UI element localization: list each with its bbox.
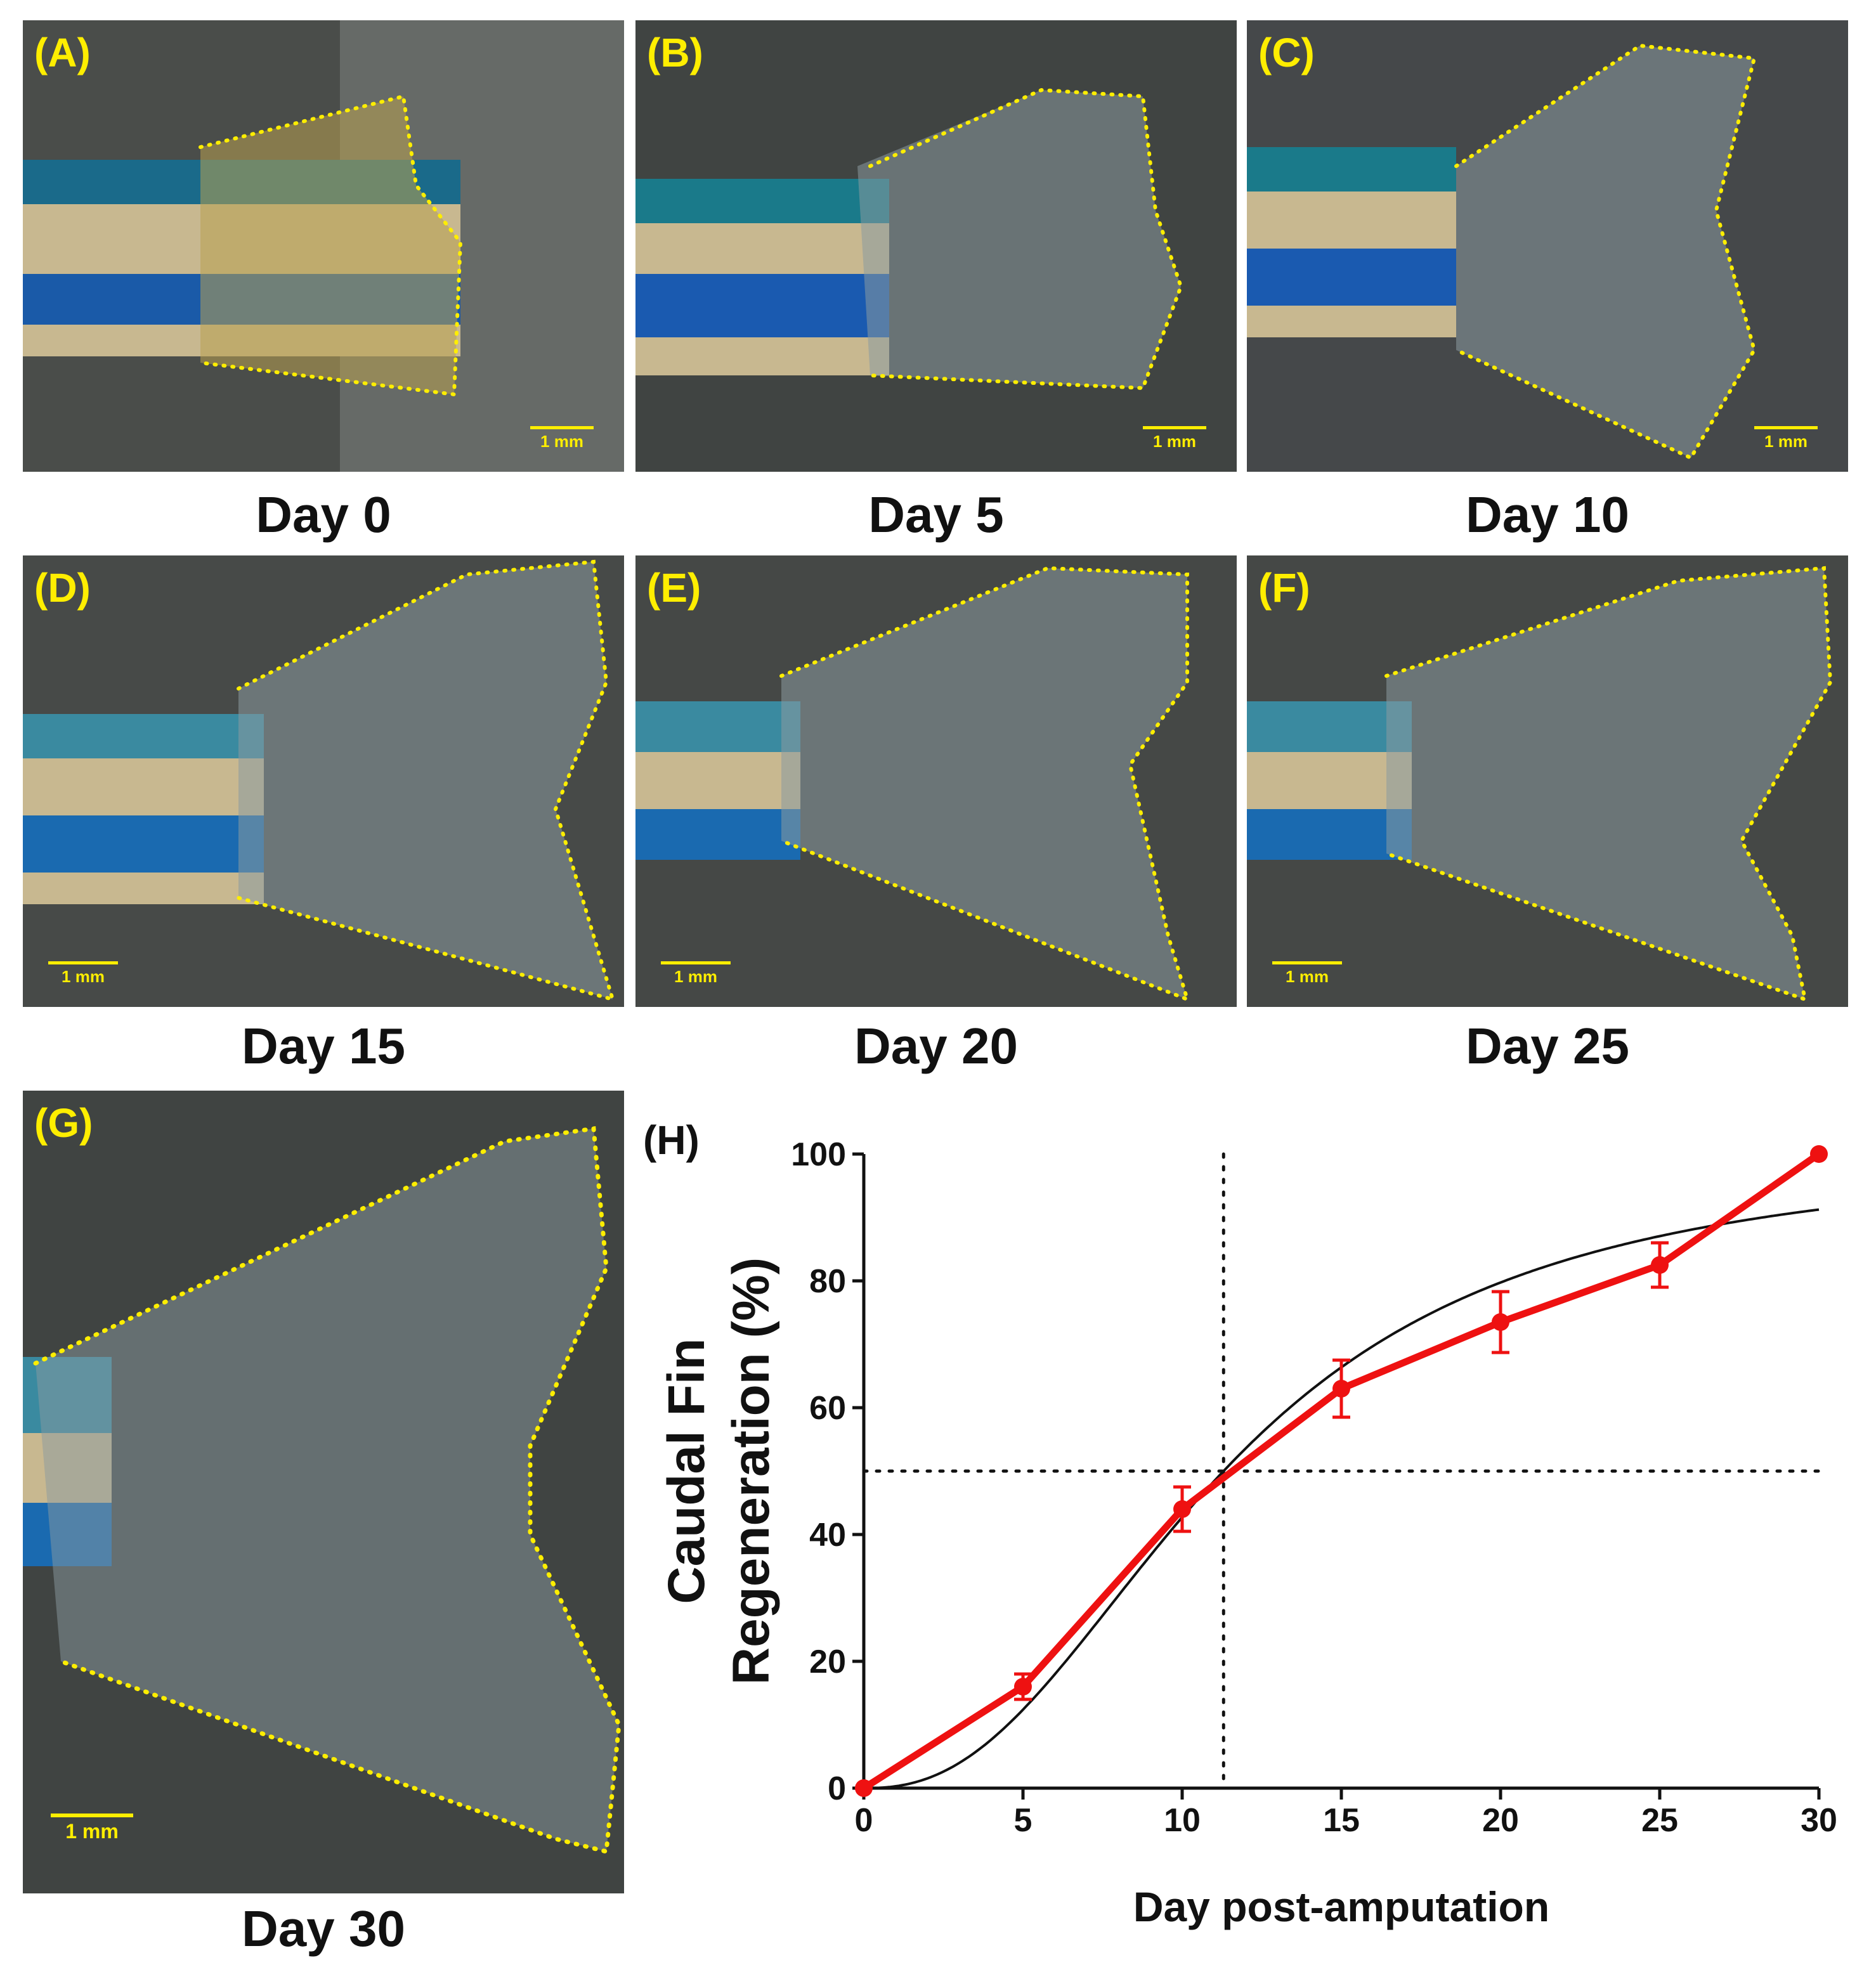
x-tick-label: 0 [855,1802,873,1839]
panel-label: (D) [34,565,91,611]
scale-bar: 1 mm [1272,961,1342,987]
data-point [1332,1380,1350,1398]
panel-caption: Day 15 [242,1018,405,1074]
x-tick-label: 30 [1801,1802,1837,1839]
y-tick-label: 40 [809,1517,846,1554]
fin-photo [23,1091,624,1893]
fin-photo [1247,555,1848,1007]
panel-caption: Day 20 [854,1018,1018,1074]
y-tick-label: 60 [809,1390,846,1427]
data-point [1810,1145,1828,1163]
y-axis-label-line2: Regeneration (%) [722,1257,780,1685]
scale-bar: 1 mm [661,961,731,987]
data-point [1014,1678,1032,1696]
panel-caption: Day 25 [1466,1018,1629,1074]
panel-caption: Day 30 [242,1900,405,1957]
scale-bar: 1 mm [1143,426,1206,451]
photo-panel-day-10: (C) 1 mm [1247,20,1848,472]
y-tick-label: 20 [809,1644,846,1680]
panel-label: (B) [647,30,703,75]
data-point [1173,1500,1191,1518]
x-tick-label: 15 [1323,1802,1360,1839]
panel-label: (C) [1258,30,1315,75]
fin-photo [23,555,624,1007]
panel-caption: Day 10 [1466,486,1629,543]
fin-photo [635,555,1237,1007]
photo-panel-day-5: (B) 1 mm [635,20,1237,472]
scale-bar: 1 mm [530,426,594,451]
panel-label: (F) [1258,565,1310,611]
data-point [855,1779,873,1797]
fin-photo [635,20,1237,472]
photo-panel-day-30: (G) 1 mm [23,1091,624,1893]
panel-label-h: (H) [643,1117,700,1163]
x-axis-label: Day post-amputation [1133,1883,1549,1930]
panel-label: (E) [647,565,701,611]
chart-axes: 0 20 40 60 80 100 0 5 10 15 20 25 30 [791,1136,1837,1839]
data-series [855,1145,1828,1797]
panel-label: (A) [34,30,91,75]
photo-panel-day-20: (E) 1 mm [635,555,1237,1007]
y-tick-label: 100 [791,1136,846,1173]
data-point [1492,1313,1509,1331]
scale-bar: 1 mm [1754,426,1818,451]
x-tick-label: 25 [1641,1802,1678,1839]
panel-caption: Day 0 [256,486,391,543]
panel-caption: Day 5 [868,486,1004,543]
scale-bar: 1 mm [48,961,118,987]
fin-photo [1247,20,1848,472]
photo-panel-day-0: (A) 1 mm [23,20,624,472]
photo-panel-day-15: (D) 1 mm [23,555,624,1007]
x-tick-label: 20 [1482,1802,1519,1839]
photo-panel-day-25: (F) 1 mm [1247,555,1848,1007]
scale-bar: 1 mm [51,1814,133,1843]
y-tick-label: 80 [809,1263,846,1300]
x-tick-label: 10 [1164,1802,1201,1839]
y-tick-label: 0 [828,1770,846,1807]
data-point [1651,1256,1669,1274]
y-axis-label: Caudal Fin [658,1338,715,1604]
x-tick-label: 5 [1014,1802,1032,1839]
fin-photo [23,20,624,472]
sigmoid-fit-curve [864,1208,1820,1789]
panel-label: (G) [34,1100,93,1146]
